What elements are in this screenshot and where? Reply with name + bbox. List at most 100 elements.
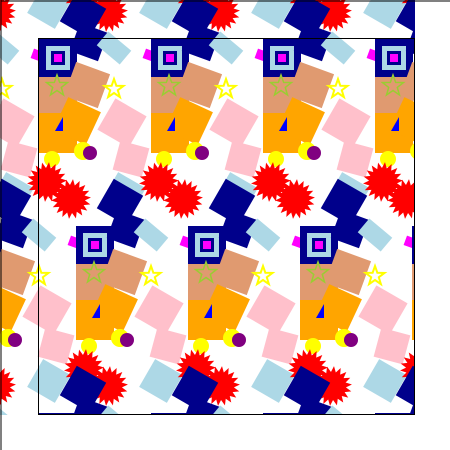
pattern-tile <box>139 0 268 219</box>
pink-rotated-square <box>22 285 72 335</box>
navy-rotated-square <box>181 22 221 62</box>
tan-rotated-square <box>287 61 335 109</box>
pink-rotated-square <box>224 140 262 178</box>
light-blue-rotated-bar <box>96 31 132 65</box>
navy-rotated-square <box>395 365 415 413</box>
light-blue-rotated-square <box>27 0 71 29</box>
navy-rotated-square <box>59 0 107 39</box>
yellow-star-outline <box>362 262 388 287</box>
blue-triangle <box>316 304 324 318</box>
pink-rotated-square <box>97 98 147 148</box>
yellow-circle <box>156 151 172 167</box>
light-blue-rotated-bar <box>357 218 393 252</box>
light-blue-rotated-bar <box>245 218 281 252</box>
yellow-star-outline <box>213 75 239 100</box>
red-starburst <box>27 162 67 202</box>
orange-rotated-square <box>277 97 325 145</box>
navy-rotated-square <box>283 0 331 39</box>
light-blue-rotated-bar <box>96 405 132 415</box>
navy-rotated-square <box>171 0 219 39</box>
navy-rotated-square <box>283 365 331 413</box>
yellow-circle <box>380 151 396 167</box>
yellow-circle <box>193 338 209 354</box>
yellow-circle <box>305 338 321 354</box>
purple-crescent <box>8 333 22 347</box>
tan-rotated-square <box>212 248 260 296</box>
yellow-circle <box>81 338 97 354</box>
red-starburst <box>139 162 179 202</box>
navy-rotated-square <box>69 396 109 415</box>
blue-triangle <box>92 304 100 318</box>
pattern-tile <box>363 0 415 219</box>
navy-rotated-square <box>395 0 415 39</box>
red-starburst <box>0 0 16 32</box>
magenta-center <box>54 54 62 62</box>
navy-rotated-square <box>181 396 221 415</box>
yellow-circle <box>44 151 60 167</box>
navy-rotated-square <box>59 365 107 413</box>
yellow-circle <box>410 142 415 160</box>
tan-rotated-square <box>324 248 372 296</box>
light-blue-rotated-bar <box>320 31 356 65</box>
light-blue-rotated-bar <box>133 218 169 252</box>
orange-rotated-square <box>53 97 101 145</box>
purple-crescent <box>120 333 134 347</box>
red-starburst <box>251 162 291 202</box>
magenta-center <box>91 241 99 249</box>
light-blue-rotated-bar <box>0 31 20 65</box>
yellow-star-outline <box>156 72 182 97</box>
light-blue-rotated-bar <box>208 405 244 415</box>
pink-rotated-square <box>112 140 150 178</box>
orange-rotated-square <box>202 284 250 332</box>
yellow-star-outline <box>380 72 406 97</box>
red-starburst <box>363 162 403 202</box>
blue-triangle <box>55 117 63 131</box>
blue-triangle <box>391 117 399 131</box>
tan-rotated-square <box>175 61 223 109</box>
navy-rotated-square <box>293 22 333 62</box>
orange-rotated-square <box>90 284 138 332</box>
orange-band <box>412 300 415 340</box>
tan-rotated-square <box>0 248 36 296</box>
inner-frame-border <box>38 38 415 415</box>
red-starburst <box>387 179 415 219</box>
tan-rotated-square <box>399 61 415 109</box>
yellow-star-outline <box>193 259 219 284</box>
purple-crescent <box>344 333 358 347</box>
navy-rotated-square <box>0 209 34 249</box>
yellow-star-outline <box>325 75 351 100</box>
light-blue-rotated-square <box>139 0 183 29</box>
yellow-star-outline <box>44 72 70 97</box>
pink-rotated-square <box>149 327 187 365</box>
magenta-center <box>278 54 286 62</box>
pink-rotated-square <box>0 140 38 178</box>
purple-crescent <box>307 146 321 160</box>
light-blue-rotated-square <box>139 359 183 403</box>
tan-band <box>412 264 415 300</box>
pattern-tile <box>64 178 193 406</box>
navy-rotated-square <box>208 178 256 226</box>
pink-rotated-square <box>358 285 408 335</box>
navy-rotated-square <box>171 365 219 413</box>
yellow-star-outline <box>138 262 164 287</box>
pink-rotated-square <box>246 285 296 335</box>
navy-rotated-square <box>320 178 368 226</box>
pink-rotated-square <box>321 98 371 148</box>
pink-rotated-square <box>134 285 184 335</box>
magenta-center <box>166 54 174 62</box>
blue-triangle <box>279 117 287 131</box>
pink-rotated-square <box>37 327 75 365</box>
red-starburst <box>163 179 203 219</box>
navy-rotated-square <box>330 209 370 249</box>
red-starburst <box>51 179 91 219</box>
orange-rotated-square <box>165 97 213 145</box>
orange-rotated-square <box>0 284 26 332</box>
light-blue-rotated-square <box>363 359 407 403</box>
tan-rotated-square <box>63 61 111 109</box>
light-blue-rotated-bar <box>208 31 244 65</box>
navy-rotated-square <box>106 209 146 249</box>
purple-crescent <box>195 146 209 160</box>
navy-square <box>412 226 415 264</box>
